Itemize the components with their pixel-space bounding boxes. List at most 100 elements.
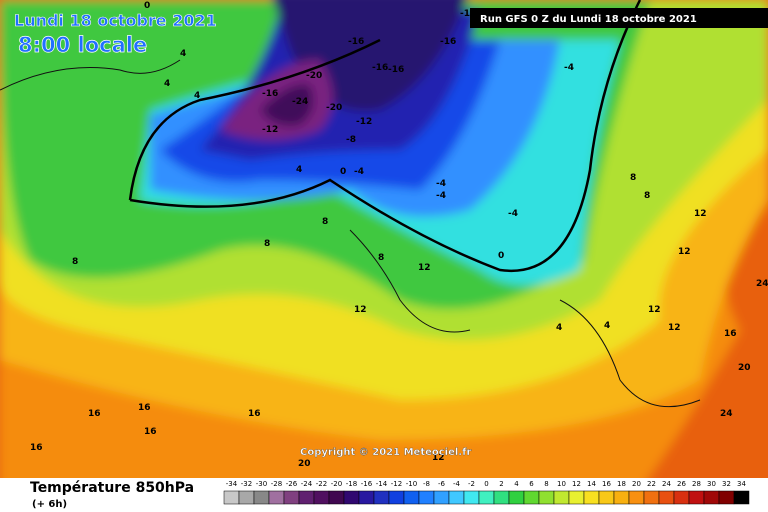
legend-swatch	[643, 490, 660, 505]
legend-label: -16	[361, 480, 373, 488]
contour-label: -16	[388, 65, 404, 75]
contour-label: -12	[356, 117, 372, 127]
legend-label: 28	[692, 480, 701, 488]
legend-label: 8	[544, 480, 548, 488]
legend-label: 20	[632, 480, 641, 488]
legend-label: -12	[391, 480, 402, 488]
legend-swatch	[223, 490, 240, 505]
map: Lundi 18 octobre 2021 8:00 locale Run GF…	[0, 0, 768, 478]
legend-swatch	[388, 490, 405, 505]
legend-label: 16	[602, 480, 611, 488]
legend-label: -20	[331, 480, 342, 488]
legend-label: 34	[737, 480, 746, 488]
legend-label: 2	[499, 480, 503, 488]
contour-label: -4	[436, 191, 446, 201]
contour-label: 12	[432, 453, 445, 463]
legend-label: 26	[677, 480, 686, 488]
legend-swatch	[718, 490, 735, 505]
legend-swatch	[328, 490, 345, 505]
run-label: Run GFS 0 Z du Lundi 18 octobre 2021	[480, 14, 697, 25]
legend-label: -30	[256, 480, 267, 488]
legend-swatch	[658, 490, 675, 505]
zero-isotherm	[128, 0, 642, 273]
date-label: Lundi 18 octobre 2021	[14, 11, 217, 30]
legend-label: 0	[484, 480, 488, 488]
legend-swatch	[733, 490, 750, 505]
legend-label: 4	[514, 480, 519, 488]
contour-label: 12	[678, 247, 691, 257]
legend-swatch	[283, 490, 300, 505]
legend-label: 6	[529, 480, 534, 488]
legend-label: 30	[707, 480, 716, 488]
legend-swatch	[613, 490, 630, 505]
temperature-field	[0, 0, 768, 478]
contour-label: 16	[138, 403, 151, 413]
legend-swatch	[493, 490, 510, 505]
legend-swatch	[553, 490, 570, 505]
legend-label: 32	[722, 480, 731, 488]
contour-label: -18	[460, 9, 476, 19]
contour-label: 0	[498, 251, 504, 261]
contour-label: 12	[648, 305, 661, 315]
contour-label: 16	[88, 409, 101, 419]
legend-swatch	[583, 490, 600, 505]
contour-label: -16	[440, 37, 456, 47]
legend-swatch	[313, 490, 330, 505]
legend-label: -26	[286, 480, 298, 488]
legend-swatch	[418, 490, 435, 505]
contour-label: 8	[72, 257, 78, 267]
contour-label: 12	[668, 323, 681, 333]
legend-swatch	[358, 490, 375, 505]
legend-label: 12	[572, 480, 581, 488]
legend-swatch	[268, 490, 285, 505]
contour-label: 4	[556, 323, 562, 333]
legend-label: -28	[271, 480, 282, 488]
contour-label: 12	[694, 209, 707, 219]
copyright: Copyright © 2021 Meteociel.fr	[300, 447, 471, 458]
legend-label: 14	[587, 480, 596, 488]
legend-swatch	[373, 490, 390, 505]
legend-label: -24	[301, 480, 313, 488]
coastline	[0, 59, 701, 408]
contour-label: -24	[292, 97, 308, 107]
contour-label: -4	[436, 179, 446, 189]
legend-swatch	[598, 490, 615, 505]
contour-label: -4	[354, 167, 364, 177]
contour-label: 4	[164, 79, 170, 89]
contour-label: 12	[418, 263, 431, 273]
contour-label: 12	[354, 305, 367, 315]
footer-title: Température 850hPa	[30, 480, 194, 496]
legend-swatch	[568, 490, 585, 505]
contour-label: 8	[378, 253, 384, 263]
legend-label: -32	[241, 480, 252, 488]
contour-label: -20	[306, 71, 322, 81]
contour-label: 16	[144, 427, 157, 437]
legend-label: 24	[662, 480, 671, 488]
contour-label: 8	[630, 173, 636, 183]
contour-label: 20	[738, 363, 751, 373]
legend-swatch	[343, 490, 360, 505]
legend-swatch	[703, 490, 720, 505]
legend-swatch	[403, 490, 420, 505]
contour-label: 0	[144, 1, 150, 11]
legend-label: -8	[423, 480, 430, 488]
contour-label: 20	[298, 459, 311, 469]
legend-swatch	[463, 490, 480, 505]
legend-swatch	[523, 490, 540, 505]
contour-label: 4	[180, 49, 186, 59]
run-box	[470, 8, 768, 28]
legend-label: 18	[617, 480, 626, 488]
contour-label: -4	[564, 63, 574, 73]
legend-swatch	[688, 490, 705, 505]
contour-label: -12	[262, 125, 278, 135]
contour-label: 16	[724, 329, 737, 339]
legend-label: 10	[557, 480, 566, 488]
legend-swatch	[433, 490, 450, 505]
contour-label: 16	[30, 443, 43, 453]
legend-label: -4	[453, 480, 461, 488]
legend-swatch	[298, 490, 315, 505]
contour-label: 24	[756, 279, 768, 289]
contour-label: 8	[264, 239, 270, 249]
legend-label: -10	[406, 480, 417, 488]
